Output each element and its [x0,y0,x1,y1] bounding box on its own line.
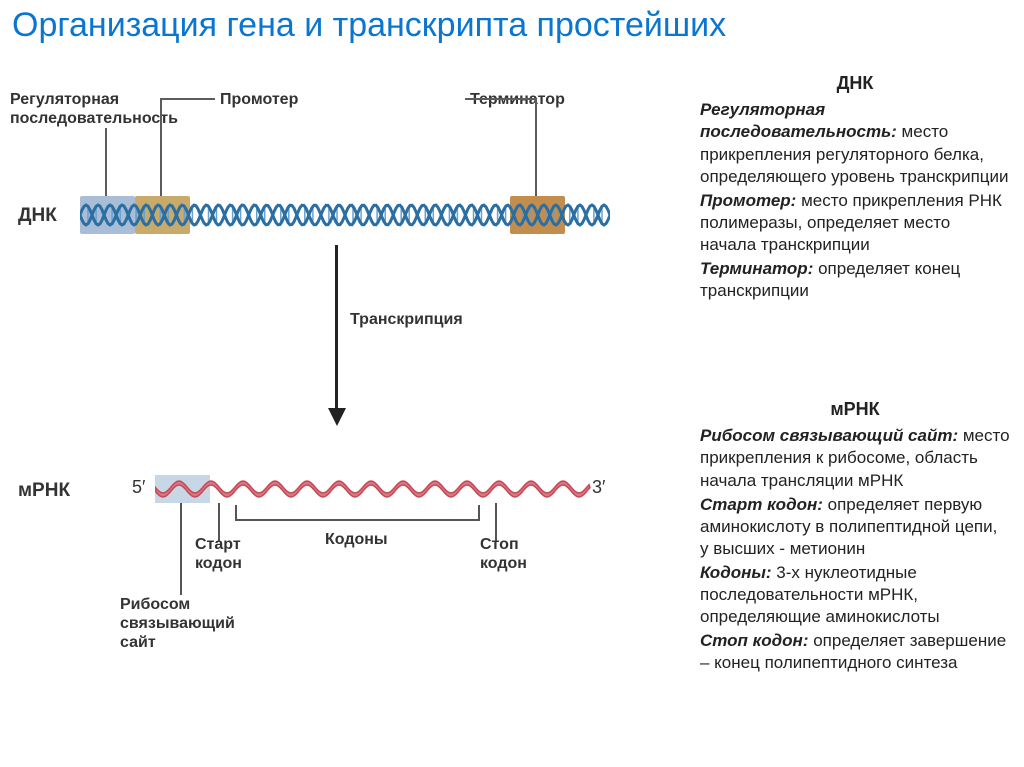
callout-term-hh [465,98,535,100]
side-rbs-term: Рибосом связывающий сайт: [700,426,958,445]
transcription-arrow-head [328,408,346,426]
gene-diagram: Регуляторнаяпоследовательность Промотер … [0,60,690,760]
side-cod-term: Кодоны: [700,563,772,582]
side-mrna-block: мРНК Рибосом связывающий сайт: место при… [700,398,1010,676]
side-dna-hdr: ДНК [700,72,1010,95]
dna-helix-svg [80,200,610,230]
side-stop-term: Стоп кодон: [700,631,808,650]
callout-prom-v [160,98,162,196]
side-term-term: Терминатор: [700,259,813,278]
side-start-term: Старт кодон: [700,495,823,514]
dna-track [80,200,610,230]
mrna-label: мРНК [18,480,70,503]
label-regulatory: Регуляторнаяпоследовательность [10,90,185,128]
callout-term-h [535,98,537,196]
label-codons: Кодоны [325,530,388,549]
mrna-track: 5′ 3′ [140,475,610,505]
label-rbs: Рибосомсвязывающийсайт [120,595,235,653]
five-prime: 5′ [132,477,145,498]
label-stop-codon: Стопкодон [480,535,527,573]
side-prom-term: Промотер: [700,191,796,210]
label-start-codon: Старткодон [195,535,242,573]
side-mrna-hdr: мРНК [700,398,1010,421]
transcription-arrow-shaft [335,245,338,410]
side-reg-term: Регуляторная последовательность: [700,100,897,141]
tick-rbs [180,503,182,595]
label-transcription: Транскрипция [350,310,463,329]
codon-bracket [235,505,480,521]
label-promoter: Промотер [220,90,298,109]
side-dna-block: ДНК Регуляторная последовательность: мес… [700,72,1010,304]
callout-prom-h [160,98,215,100]
page-title: Организация гена и транскрипта простейши… [12,6,726,45]
callout-reg-v [105,128,107,196]
dna-label: ДНК [18,205,57,228]
mrna-wave-svg [155,475,605,503]
